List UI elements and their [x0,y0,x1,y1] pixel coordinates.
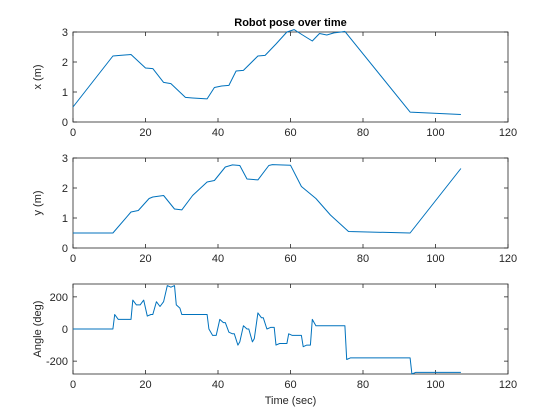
x-tick-label: 120 [499,379,517,391]
chart-title: Robot pose over time [234,17,346,29]
series-line-1 [72,29,461,115]
x-tick-label: 20 [139,253,151,265]
x-tick-label: 40 [212,127,224,139]
y-tick-label: -200 [46,356,68,368]
y-axis-label: Angle (deg) [32,301,44,358]
x-tick-label: 40 [212,253,224,265]
x-tick-label: 0 [70,127,76,139]
x-tick-label: 120 [499,127,517,139]
axes-panel-1: 0 20 40 60 80 100 120 0 1 2 3 Robot pose over time x… [32,17,517,139]
y-tick-label: 1 [62,87,68,99]
x-tick-label: 40 [212,379,224,391]
y-tick-label: 3 [62,27,68,39]
x-tick-label: 0 [70,379,76,391]
x-tick-label: 20 [139,379,151,391]
x-tick-label: 60 [284,379,296,391]
axes-panel-2: 0 20 40 60 80 100 120 0 1 2 3 y (m) [32,153,517,265]
x-tick-label: 100 [426,127,444,139]
y-tick-label: 2 [62,183,68,195]
y-tick-label: 1 [62,213,68,225]
axes-box [72,283,509,375]
x-tick-label: 0 [70,253,76,265]
x-tick-label: 100 [426,379,444,391]
y-tick-label: 0 [62,117,68,129]
y-tick-label: 200 [50,292,68,304]
x-tick-label: 120 [499,253,517,265]
y-axis-label: y (m) [32,190,44,215]
x-tick-label: 60 [284,253,296,265]
y-axis-label: x (m) [32,64,44,89]
y-tick-label: 0 [62,324,68,336]
x-tick-label: 20 [139,127,151,139]
x-tick-label: 100 [426,253,444,265]
y-tick-label: 3 [62,153,68,165]
series-line-1 [73,164,462,234]
series-line-1 [73,285,461,375]
y-tick-label: 2 [62,57,68,69]
x-tick-label: 80 [357,379,369,391]
x-tick-label: 80 [357,127,369,139]
y-tick-label: 0 [62,243,68,255]
x-tick-label: 60 [284,127,296,139]
x-axis-label: Time (sec) [265,395,317,407]
axes-box [72,31,509,123]
axes-box [72,157,509,249]
x-tick-label: 80 [357,253,369,265]
